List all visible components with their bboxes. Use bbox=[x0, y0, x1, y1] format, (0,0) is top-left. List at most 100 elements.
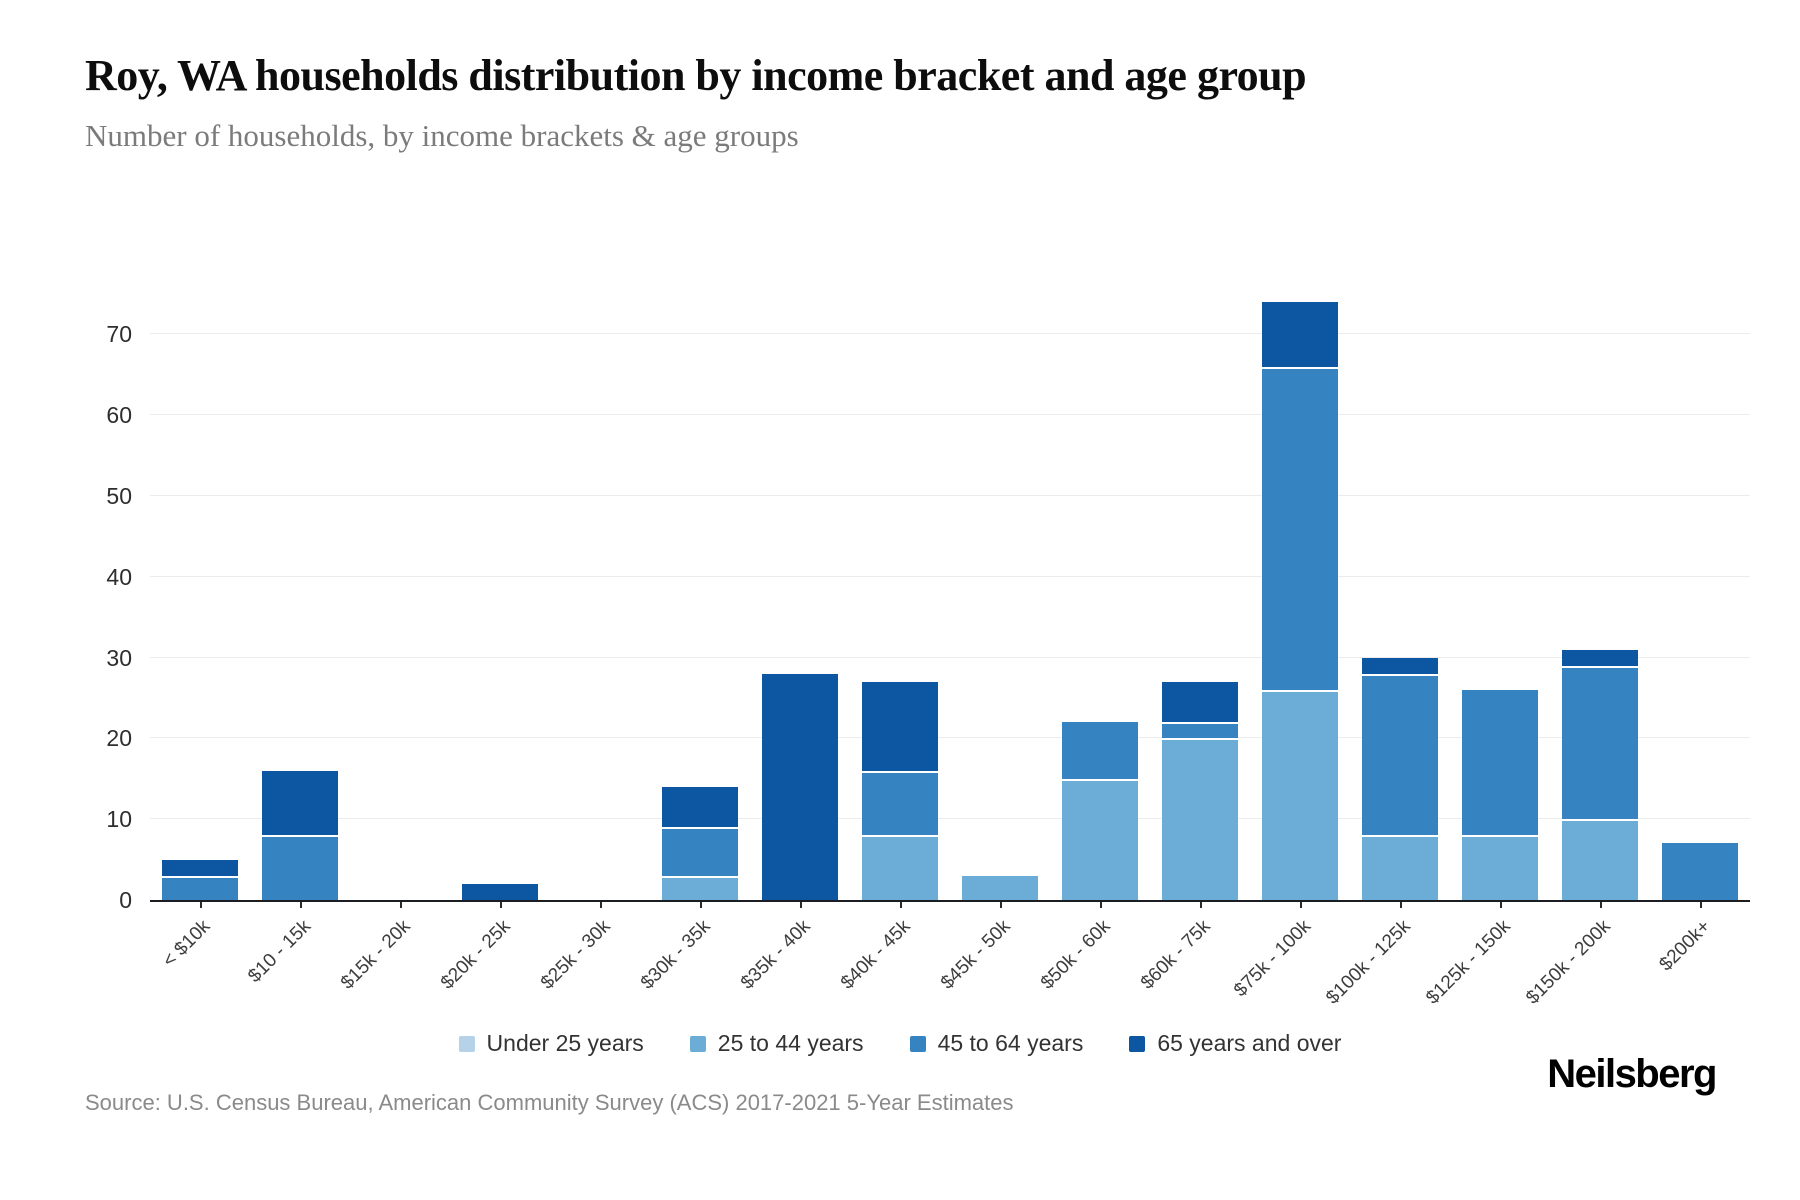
x-tick-label-200k: $200k+ bbox=[1655, 916, 1715, 976]
bar-30k-35k[interactable] bbox=[662, 786, 738, 900]
bar-125k-150k[interactable] bbox=[1462, 689, 1538, 900]
bar-10-15k[interactable] bbox=[262, 770, 338, 900]
x-tick bbox=[500, 902, 502, 908]
x-axis-labels: < $10k $10 - 15k $15k - 20k $20k - 25k $25k … bbox=[150, 902, 1750, 1032]
bar-column-30k-35k bbox=[650, 786, 750, 900]
gridline-50 bbox=[150, 495, 1750, 496]
bar-segment-75k-100k-65-years-and-over[interactable] bbox=[1262, 302, 1338, 367]
legend-item-under-25-years[interactable]: Under 25 years bbox=[458, 1030, 644, 1057]
gridline-10 bbox=[150, 818, 1750, 820]
y-tick-label-0: 0 bbox=[119, 887, 132, 913]
legend-item-65-years-and-over[interactable]: 65 years and over bbox=[1129, 1030, 1341, 1057]
x-cell-150k-200k: $150k - 200k bbox=[1522, 902, 1650, 1032]
bar-segment-125k-150k-45-to-64-years[interactable] bbox=[1462, 689, 1538, 836]
y-tick-label-40: 40 bbox=[106, 563, 132, 590]
bar-segment-100k-125k-25-to-44-years[interactable] bbox=[1362, 835, 1438, 900]
bar-segment-200k-45-to-64-years[interactable] bbox=[1662, 843, 1738, 900]
bar-segment-10-15k-65-years-and-over[interactable] bbox=[262, 770, 338, 836]
bar-column-45k-50k bbox=[950, 875, 1050, 900]
x-tick bbox=[1300, 902, 1302, 908]
x-tick bbox=[900, 902, 902, 908]
bar-40k-45k[interactable] bbox=[862, 681, 938, 900]
bar-segment-35k-40k-65-years-and-over[interactable] bbox=[762, 673, 838, 900]
x-tick bbox=[600, 902, 602, 908]
bar-segment-60k-75k-45-to-64-years[interactable] bbox=[1162, 722, 1238, 739]
gridline-70 bbox=[150, 333, 1750, 335]
y-tick-label-60: 60 bbox=[106, 402, 132, 429]
x-cell-60k-75k: $60k - 75k bbox=[1137, 902, 1250, 1032]
bar-segment-40k-45k-25-to-44-years[interactable] bbox=[862, 835, 938, 900]
x-tick bbox=[1000, 902, 1002, 908]
bar-segment-30k-35k-65-years-and-over[interactable] bbox=[662, 786, 738, 828]
x-cell-200k: $200k+ bbox=[1650, 902, 1750, 1032]
bar-column-100k-125k bbox=[1350, 657, 1450, 900]
x-cell-125k-150k: $125k - 150k bbox=[1422, 902, 1550, 1032]
x-tick bbox=[300, 902, 302, 908]
bar-column-200k bbox=[1650, 843, 1750, 900]
bar-45k-50k[interactable] bbox=[962, 875, 1038, 900]
bar-column-125k-150k bbox=[1450, 689, 1550, 900]
bar-segment-40k-45k-45-to-64-years[interactable] bbox=[862, 770, 938, 836]
bar-column-40k-45k bbox=[850, 681, 950, 900]
bar-column-150k-200k bbox=[1550, 649, 1650, 900]
legend-label-under-25-years: Under 25 years bbox=[486, 1030, 644, 1056]
x-tick-label-10k: < $10k bbox=[159, 916, 215, 972]
bar-segment-30k-35k-25-to-44-years[interactable] bbox=[662, 875, 738, 900]
bar-segment-100k-125k-45-to-64-years[interactable] bbox=[1362, 673, 1438, 836]
bar-segment-45k-50k-25-to-44-years[interactable] bbox=[962, 875, 1038, 900]
bar-segment-10k-45-to-64-years[interactable] bbox=[162, 875, 238, 900]
bar-segment-150k-200k-25-to-44-years[interactable] bbox=[1562, 819, 1638, 900]
bar-segment-150k-200k-45-to-64-years[interactable] bbox=[1562, 665, 1638, 820]
x-cell-50k-60k: $50k - 60k bbox=[1037, 902, 1150, 1032]
legend-label-25-to-44-years: 25 to 44 years bbox=[717, 1030, 864, 1056]
bar-segment-20k-25k-65-years-and-over[interactable] bbox=[462, 883, 538, 900]
x-tick bbox=[1700, 902, 1702, 908]
bar-column-20k-25k bbox=[450, 883, 550, 900]
legend-item-45-to-64-years[interactable]: 45 to 64 years bbox=[909, 1030, 1083, 1057]
x-cell-35k-40k: $35k - 40k bbox=[737, 902, 850, 1032]
gridline-30 bbox=[150, 656, 1750, 658]
bar-20k-25k[interactable] bbox=[462, 883, 538, 900]
bar-150k-200k[interactable] bbox=[1562, 649, 1638, 900]
bar-column-10-15k bbox=[250, 770, 350, 900]
legend-label-65-years-and-over: 65 years and over bbox=[1157, 1030, 1342, 1056]
bar-segment-75k-100k-25-to-44-years[interactable] bbox=[1262, 689, 1338, 900]
source-attribution: Source: U.S. Census Bureau, American Com… bbox=[85, 1090, 1014, 1115]
x-cell-15k-20k: $15k - 20k bbox=[337, 902, 450, 1032]
legend-swatch-25-to-44-years bbox=[689, 1035, 706, 1052]
x-tick bbox=[800, 902, 802, 908]
x-tick bbox=[1400, 902, 1402, 908]
x-tick bbox=[200, 902, 202, 908]
bar-segment-50k-60k-25-to-44-years[interactable] bbox=[1062, 778, 1138, 900]
x-cell-100k-125k: $100k - 125k bbox=[1322, 902, 1450, 1032]
bar-35k-40k[interactable] bbox=[762, 673, 838, 900]
bar-100k-125k[interactable] bbox=[1362, 657, 1438, 900]
legend-item-25-to-44-years[interactable]: 25 to 44 years bbox=[689, 1030, 864, 1057]
bar-segment-30k-35k-45-to-64-years[interactable] bbox=[662, 827, 738, 876]
bar-60k-75k[interactable] bbox=[1162, 681, 1238, 900]
bar-segment-10-15k-45-to-64-years[interactable] bbox=[262, 835, 338, 900]
y-tick-label-10: 10 bbox=[106, 806, 132, 833]
bar-segment-50k-60k-45-to-64-years[interactable] bbox=[1062, 722, 1138, 779]
bar-segment-10k-65-years-and-over[interactable] bbox=[162, 859, 238, 876]
bar-segment-60k-75k-65-years-and-over[interactable] bbox=[1162, 681, 1238, 723]
bar-segment-60k-75k-25-to-44-years[interactable] bbox=[1162, 738, 1238, 900]
y-tick-label-20: 20 bbox=[106, 725, 132, 752]
x-tick bbox=[1500, 902, 1502, 908]
bar-segment-125k-150k-25-to-44-years[interactable] bbox=[1462, 835, 1538, 900]
bar-10k[interactable] bbox=[162, 859, 238, 900]
bar-200k[interactable] bbox=[1662, 843, 1738, 900]
gridline-20 bbox=[150, 737, 1750, 739]
bar-75k-100k[interactable] bbox=[1262, 302, 1338, 900]
bar-column-60k-75k bbox=[1150, 681, 1250, 900]
legend-swatch-under-25-years bbox=[458, 1035, 475, 1052]
bar-segment-150k-200k-65-years-and-over[interactable] bbox=[1562, 649, 1638, 666]
bar-segment-100k-125k-65-years-and-over[interactable] bbox=[1362, 657, 1438, 674]
legend-swatch-65-years-and-over bbox=[1129, 1035, 1146, 1052]
x-tick bbox=[1600, 902, 1602, 908]
bar-segment-75k-100k-45-to-64-years[interactable] bbox=[1262, 366, 1338, 690]
bar-column-75k-100k bbox=[1250, 302, 1350, 900]
bar-50k-60k[interactable] bbox=[1062, 722, 1138, 900]
bar-segment-40k-45k-65-years-and-over[interactable] bbox=[862, 681, 938, 771]
